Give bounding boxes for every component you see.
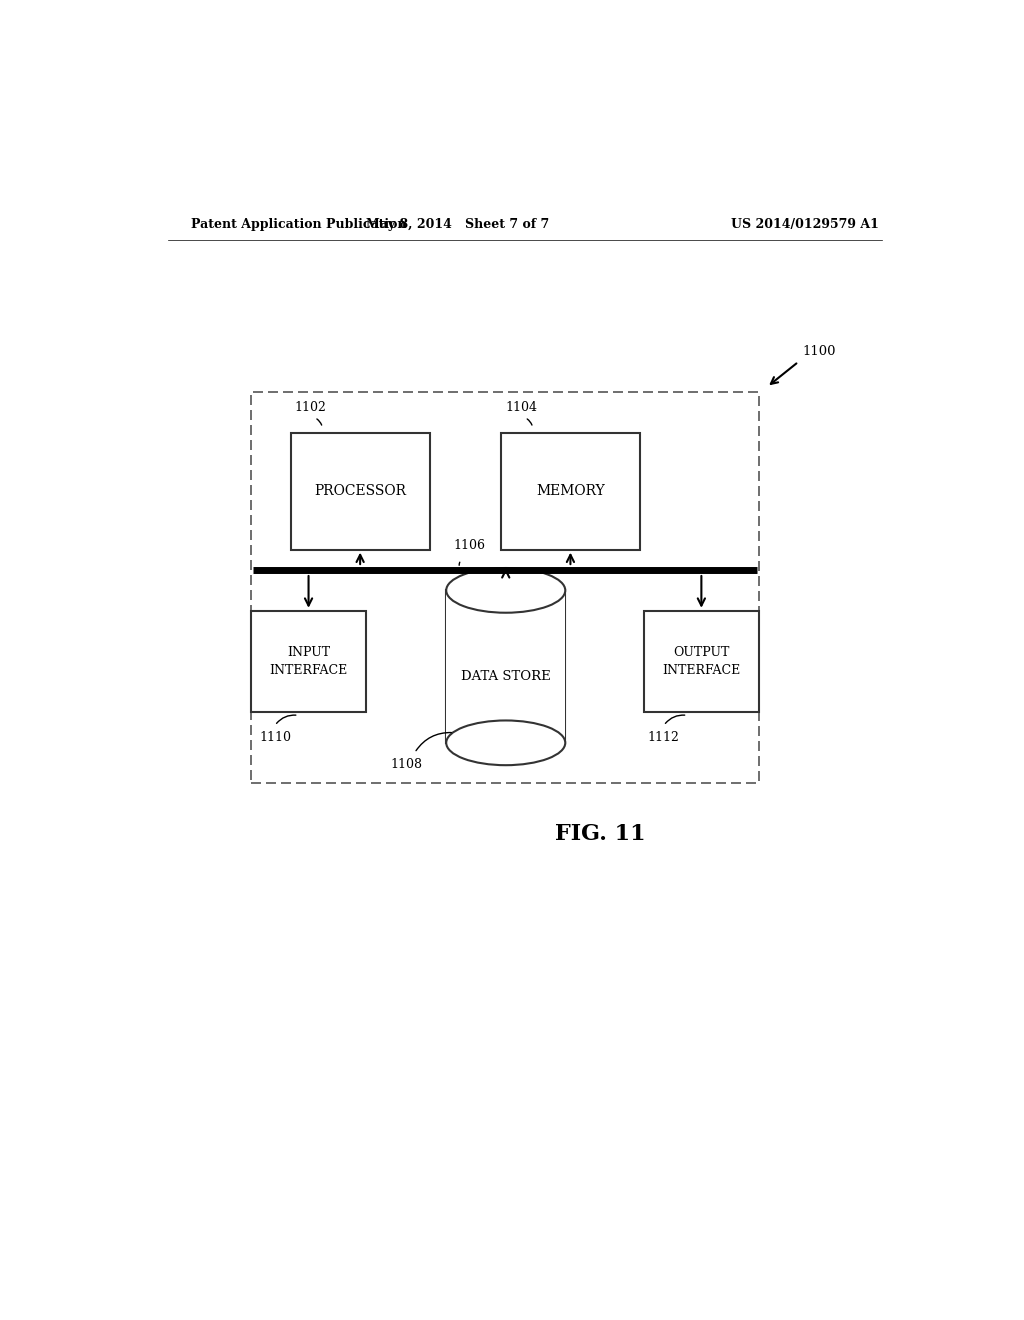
Bar bbox=[446, 590, 565, 743]
Text: 1100: 1100 bbox=[803, 345, 836, 358]
Text: 1102: 1102 bbox=[295, 401, 327, 414]
Ellipse shape bbox=[446, 568, 565, 612]
Ellipse shape bbox=[446, 721, 565, 766]
FancyBboxPatch shape bbox=[291, 433, 430, 549]
Text: INPUT
INTERFACE: INPUT INTERFACE bbox=[269, 645, 348, 677]
FancyBboxPatch shape bbox=[501, 433, 640, 549]
Text: US 2014/0129579 A1: US 2014/0129579 A1 bbox=[731, 218, 879, 231]
Text: 1106: 1106 bbox=[454, 539, 485, 552]
Text: 1108: 1108 bbox=[391, 758, 423, 771]
FancyBboxPatch shape bbox=[644, 611, 759, 713]
Text: May 8, 2014   Sheet 7 of 7: May 8, 2014 Sheet 7 of 7 bbox=[366, 218, 549, 231]
Text: MEMORY: MEMORY bbox=[536, 484, 605, 498]
FancyBboxPatch shape bbox=[251, 392, 759, 784]
Text: OUTPUT
INTERFACE: OUTPUT INTERFACE bbox=[663, 645, 740, 677]
Text: PROCESSOR: PROCESSOR bbox=[314, 484, 407, 498]
Text: FIG. 11: FIG. 11 bbox=[555, 824, 645, 845]
Text: 1104: 1104 bbox=[505, 401, 537, 414]
Text: DATA STORE: DATA STORE bbox=[461, 671, 551, 684]
Text: Patent Application Publication: Patent Application Publication bbox=[191, 218, 407, 231]
Text: 1112: 1112 bbox=[648, 731, 680, 743]
Text: 1110: 1110 bbox=[259, 731, 291, 743]
FancyBboxPatch shape bbox=[251, 611, 367, 713]
